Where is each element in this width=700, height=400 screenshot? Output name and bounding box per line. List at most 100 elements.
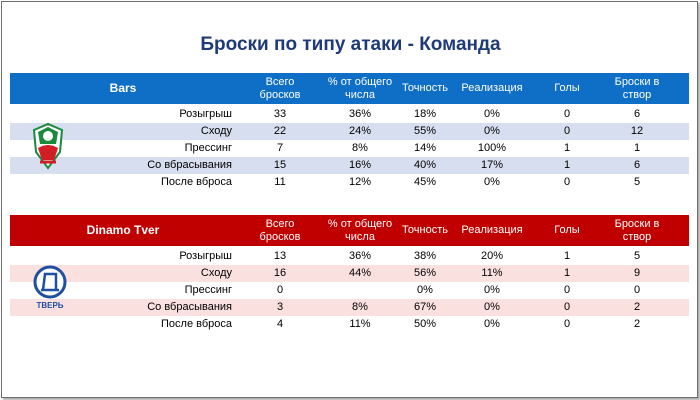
table-cell: 2: [633, 301, 641, 313]
table-cell: 3: [276, 301, 284, 313]
row-label: Сходу: [200, 125, 232, 137]
table-cell: 50%: [413, 318, 437, 330]
bars-logo-icon: [32, 122, 64, 170]
column-header: Броски в створ: [614, 75, 660, 101]
table-cell: 0%: [484, 301, 500, 313]
table-cell: 18%: [413, 108, 437, 120]
table-cell: 6: [633, 108, 641, 120]
table-cell: 12%: [348, 176, 372, 188]
table-cell: 0: [276, 284, 284, 296]
table-row: Сходу 16 44% 56% 11% 1 9: [10, 265, 689, 282]
row-label: Розыгрыш: [179, 108, 232, 120]
column-header: Реализация: [461, 224, 523, 236]
column-header: Точность: [402, 224, 448, 236]
column-header: % от общего числа: [327, 75, 393, 101]
table-cell: 36%: [348, 250, 372, 262]
column-header: Всего бросков: [259, 75, 301, 101]
table-cell: 44%: [348, 267, 372, 279]
table-cell: 0: [633, 284, 641, 296]
slide-title: Броски по типу атаки - Команда: [200, 34, 501, 55]
team-table-0: Bars Всего бросков % от общего числа Точнос…: [10, 73, 689, 191]
table-row: Со вбрасывания 15 16% 40% 17% 1 6: [10, 157, 689, 174]
table-row: Сходу 22 24% 55% 0% 0 12: [10, 123, 689, 140]
table-cell: 33: [273, 108, 287, 120]
table-cell: 24%: [348, 125, 372, 137]
table-cell: 8%: [352, 142, 368, 154]
team-name: Bars: [109, 81, 137, 95]
table-cell: 22: [273, 125, 287, 137]
table-cell: 0%: [484, 318, 500, 330]
table-cell: 4: [276, 318, 284, 330]
team-name: Dinamo Tver: [86, 223, 160, 237]
table-cell: 12: [630, 125, 644, 137]
table-cell: 0%: [484, 284, 500, 296]
column-header: Реализация: [461, 82, 523, 94]
table-cell: 1: [563, 267, 571, 279]
table-cell: 17%: [480, 159, 504, 171]
table-cell: 13: [273, 250, 287, 262]
table-cell: 0: [563, 125, 571, 137]
table-row: Со вбрасывания 3 8% 67% 0% 0 2: [10, 299, 689, 316]
table-cell: 20%: [480, 250, 504, 262]
table-cell: 56%: [413, 267, 437, 279]
table-cell: 5: [633, 250, 641, 262]
table-cell: 8%: [352, 301, 368, 313]
table-cell: 36%: [348, 108, 372, 120]
table-cell: 5: [633, 176, 641, 188]
table-cell: 6: [633, 159, 641, 171]
table-cell: 11%: [349, 318, 371, 330]
table-cell: 0%: [484, 108, 500, 120]
table-cell: 1: [563, 250, 571, 262]
table-cell: 45%: [413, 176, 437, 188]
table-cell: 0%: [484, 176, 500, 188]
table-row: Розыгрыш 13 36% 38% 20% 1 5: [10, 248, 689, 265]
table-header: Bars Всего бросков % от общего числа Точнос…: [10, 73, 689, 104]
column-header: Голы: [554, 82, 580, 94]
row-label: Розыгрыш: [179, 250, 232, 262]
table-cell: 14%: [413, 142, 437, 154]
table-cell: 0: [563, 284, 571, 296]
table-cell: 16: [273, 267, 287, 279]
table-cell: 7: [276, 142, 284, 154]
row-label: Сходу: [200, 267, 232, 279]
table-cell: 16%: [348, 159, 372, 171]
table-cell: 11: [274, 176, 286, 188]
table-cell: 15: [273, 159, 287, 171]
team-table-1: Dinamo Tver Всего бросков % от общего числ…: [10, 215, 689, 333]
row-label: После вброса: [161, 318, 232, 330]
table-cell: 11%: [481, 267, 503, 279]
table-cell: 0: [563, 108, 571, 120]
table-row: Розыгрыш 33 36% 18% 0% 0 6: [10, 106, 689, 123]
table-cell: 0: [563, 301, 571, 313]
table-cell: 0%: [417, 284, 433, 296]
table-cell: 0: [563, 318, 571, 330]
column-header: Броски в створ: [614, 217, 660, 243]
column-header: Точность: [402, 82, 448, 94]
row-label: Прессинг: [184, 284, 232, 296]
row-label: Со вбрасывания: [147, 301, 232, 313]
dinamo-logo-text: ТВЕРЬ: [36, 301, 63, 310]
row-label: Прессинг: [184, 142, 232, 154]
table-header: Dinamo Tver Всего бросков % от общего числ…: [10, 215, 689, 246]
table-cell: 1: [563, 159, 571, 171]
table-cell: 2: [633, 318, 641, 330]
table-row: После вброса 11 12% 45% 0% 0 5: [10, 174, 689, 191]
table-row: После вброса 4 11% 50% 0% 0 2: [10, 316, 689, 333]
table-cell: 0: [563, 176, 571, 188]
table-cell: 1: [633, 142, 641, 154]
table-cell: 100%: [477, 142, 507, 154]
table-row: Прессинг 7 8% 14% 100% 1 1: [10, 140, 689, 157]
table-cell: 40%: [413, 159, 437, 171]
table-cell: 9: [633, 267, 641, 279]
table-cell: 67%: [413, 301, 437, 313]
row-label: После вброса: [161, 176, 232, 188]
table-row: Прессинг 0 0% 0% 0 0: [10, 282, 689, 299]
column-header: Голы: [554, 224, 580, 236]
table-cell: 1: [563, 142, 571, 154]
column-header: % от общего числа: [327, 217, 393, 243]
table-cell: 38%: [413, 250, 437, 262]
table-cell: 55%: [413, 125, 437, 137]
table-cell: [312, 282, 408, 299]
dinamo-logo-icon: ТВЕРЬ: [33, 265, 67, 310]
